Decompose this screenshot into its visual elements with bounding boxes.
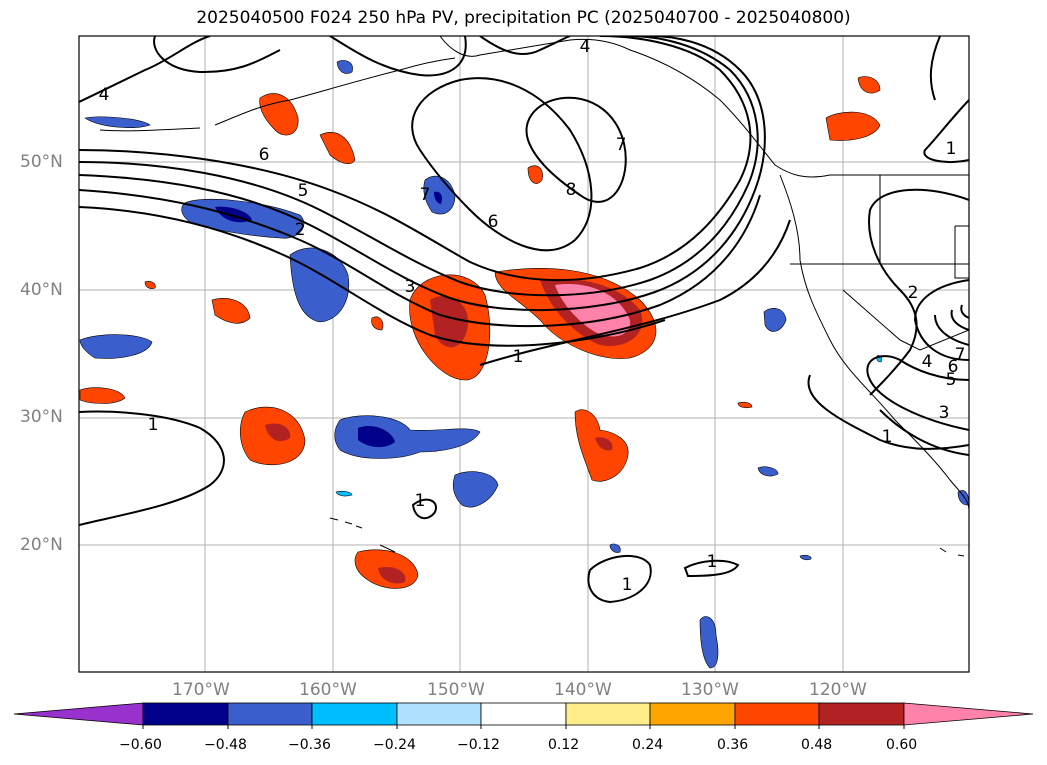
lat-label: 20°N bbox=[20, 535, 63, 555]
contour-label: 5 bbox=[946, 370, 957, 390]
contour-label: 6 bbox=[948, 357, 959, 377]
contour-label: 1 bbox=[415, 491, 426, 511]
contour-label: 3 bbox=[939, 403, 950, 423]
colorbar-tick-label: −0.36 bbox=[288, 737, 331, 753]
colorbar-ticks bbox=[142, 725, 905, 729]
map-title: 2025040500 F024 250 hPa PV, precipitatio… bbox=[196, 8, 851, 28]
contour-label: 1 bbox=[882, 427, 893, 447]
colorbar-tick-label: 0.12 bbox=[548, 737, 580, 753]
plot-area bbox=[79, 36, 969, 672]
colorbar-tick-label: 0.48 bbox=[801, 737, 833, 753]
contour-label: 8 bbox=[566, 180, 577, 200]
lon-label: 160°W bbox=[299, 680, 357, 700]
contour-label: 6 bbox=[488, 212, 499, 232]
contour-label: 1 bbox=[707, 552, 718, 572]
colorbar-tick-label: −0.12 bbox=[457, 737, 500, 753]
contour-labels: 4 6 5 2 3 7 6 8 7 1 1 1 1 1 2 3 4 5 6 7 … bbox=[99, 37, 966, 595]
contour-label: 3 bbox=[405, 277, 416, 297]
contour-label: 1 bbox=[148, 415, 159, 435]
contour-label: 5 bbox=[298, 181, 309, 201]
contour-label: 4 bbox=[99, 85, 110, 105]
colorbar-tick-label: −0.60 bbox=[119, 737, 162, 753]
lon-label: 120°W bbox=[809, 680, 867, 700]
contour-label: 6 bbox=[259, 145, 270, 165]
lat-label: 30°N bbox=[20, 407, 63, 427]
colorbar-tick-label: 0.60 bbox=[886, 737, 918, 753]
contour-label: 4 bbox=[922, 352, 933, 372]
colorbar-tick-label: −0.48 bbox=[204, 737, 247, 753]
lon-label: 170°W bbox=[172, 680, 230, 700]
contour-label: 7 bbox=[955, 345, 966, 365]
contour-label: 7 bbox=[616, 135, 627, 155]
lat-label: 50°N bbox=[20, 152, 63, 172]
lat-label: 40°N bbox=[20, 280, 63, 300]
lon-label: 150°W bbox=[427, 680, 485, 700]
plot-frame bbox=[78, 35, 970, 673]
contour-label: 1 bbox=[622, 575, 633, 595]
lon-label: 140°W bbox=[554, 680, 612, 700]
contour-label: 1 bbox=[946, 139, 957, 159]
contour-label: 2 bbox=[295, 220, 306, 240]
colorbar-tick-label: 0.24 bbox=[632, 737, 664, 753]
contour-label: 2 bbox=[908, 283, 919, 303]
colorbar-tick-label: 0.36 bbox=[717, 737, 749, 753]
colorbar-tick-label: −0.24 bbox=[373, 737, 416, 753]
lon-label: 130°W bbox=[681, 680, 739, 700]
colorbar bbox=[13, 702, 1034, 726]
contour-label: 7 bbox=[420, 185, 431, 205]
pv-contours bbox=[79, 36, 969, 604]
contour-label: 1 bbox=[513, 347, 524, 367]
contour-label: 4 bbox=[580, 37, 591, 57]
